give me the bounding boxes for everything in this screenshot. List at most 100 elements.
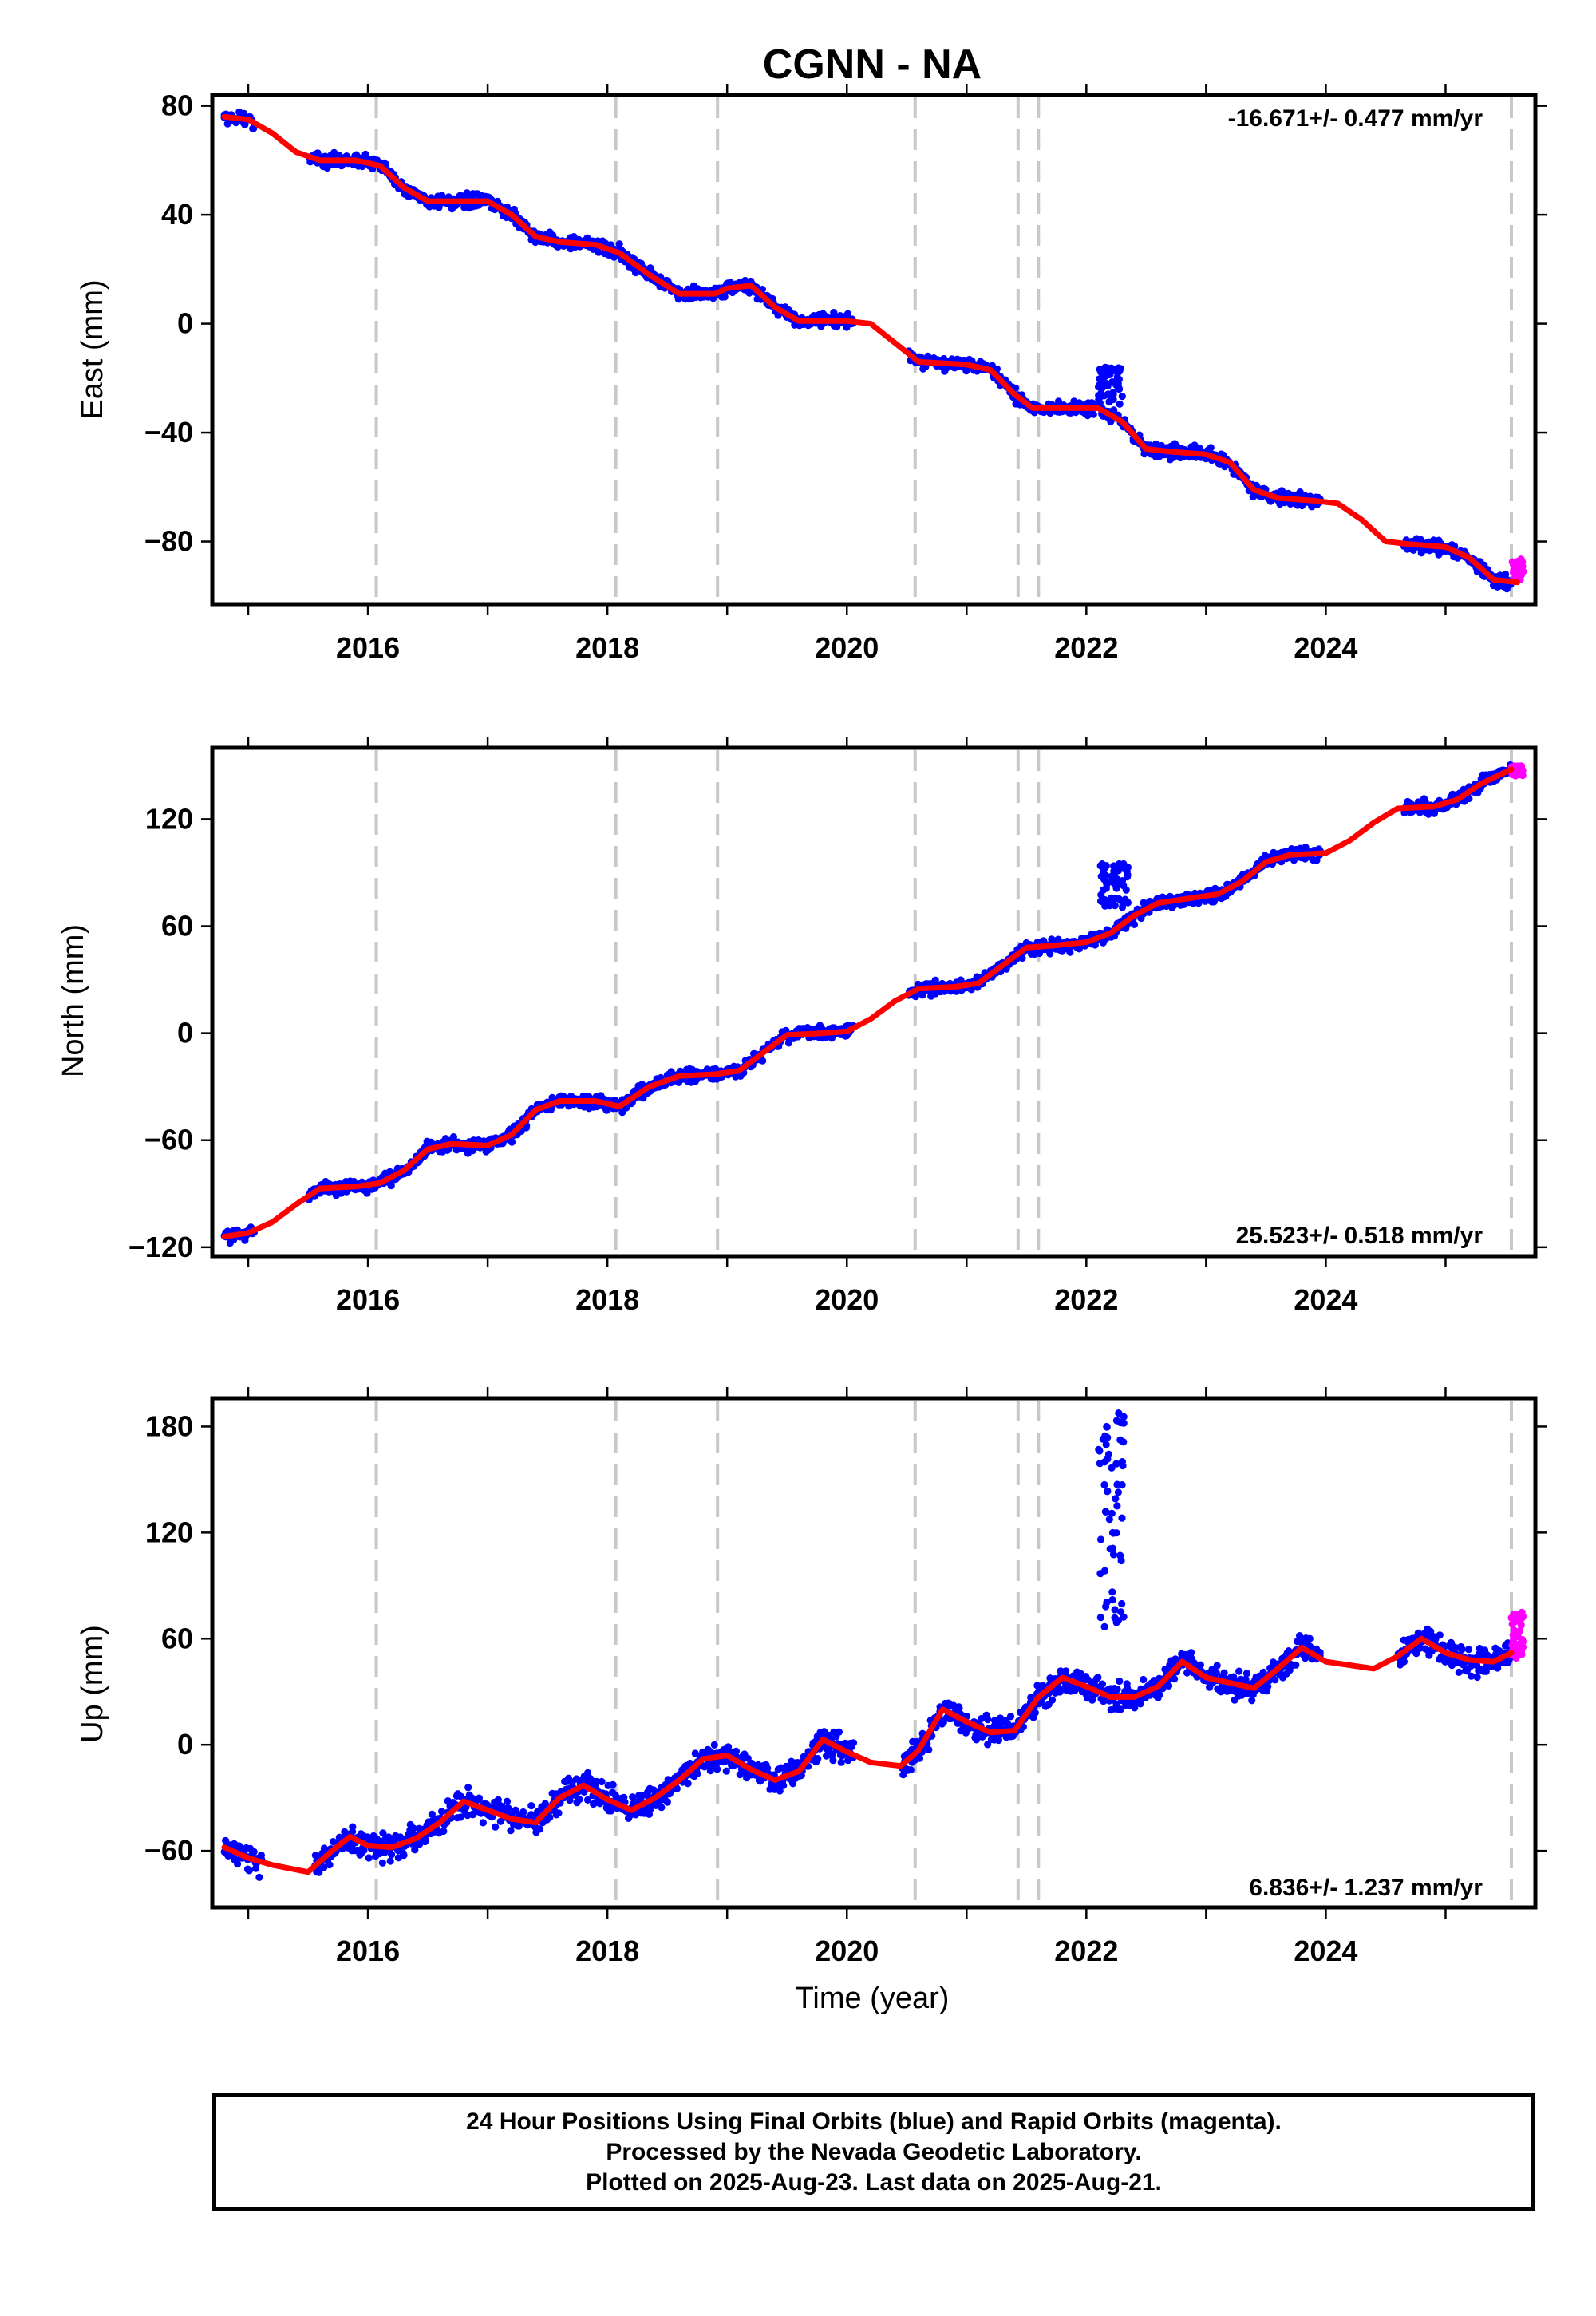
final-orbit-point — [388, 1851, 396, 1859]
final-orbit-point — [1400, 1658, 1408, 1666]
final-orbit-point — [609, 1780, 617, 1788]
rapid-orbit-point — [1508, 558, 1516, 566]
final-orbit-point — [1118, 1514, 1126, 1522]
final-orbit-point — [1096, 1614, 1104, 1622]
final-orbit-point — [722, 1767, 730, 1775]
final-orbit-point — [1259, 1668, 1267, 1676]
final-orbit-point — [814, 1755, 822, 1763]
final-orbit-point — [595, 248, 602, 256]
y-tick-label: −60 — [144, 1124, 193, 1156]
y-tick-label: 80 — [161, 89, 193, 122]
final-orbit-point — [1096, 375, 1104, 383]
final-orbit-point — [1123, 1680, 1131, 1688]
final-orbit-point — [1108, 872, 1116, 880]
final-orbit-point — [508, 1138, 516, 1146]
final-orbit-point — [326, 1861, 334, 1869]
final-orbit-point — [1120, 1419, 1128, 1427]
final-orbit-point — [440, 1827, 448, 1836]
final-orbit-point — [492, 1823, 500, 1831]
north-y-axis-label: North (mm) — [57, 924, 90, 1077]
final-orbit-point — [1124, 873, 1132, 881]
final-orbit-point — [684, 1780, 692, 1788]
final-orbit-point — [387, 1182, 395, 1190]
final-orbit-point — [1100, 1567, 1109, 1575]
final-orbit-point — [1100, 1458, 1108, 1466]
final-orbit-point — [449, 1133, 458, 1141]
final-orbit-point — [713, 1765, 721, 1773]
final-orbit-point — [1108, 1528, 1117, 1537]
final-orbit-point — [555, 1809, 563, 1817]
final-orbit-point — [1096, 1535, 1105, 1543]
final-orbit-point — [1097, 389, 1105, 397]
up-rate-label: 6.836+/- 1.237 mm/yr — [1249, 1875, 1483, 1901]
final-orbit-point — [234, 1860, 242, 1868]
final-orbit-point — [1213, 1662, 1221, 1670]
final-orbit-point — [1103, 1599, 1111, 1607]
final-orbit-point — [1113, 1502, 1121, 1510]
final-orbit-point — [1473, 1673, 1481, 1682]
final-orbit-point — [1098, 860, 1106, 868]
final-orbit-point — [663, 1798, 671, 1806]
final-orbit-point — [1106, 370, 1114, 378]
final-orbit-point — [1108, 1464, 1116, 1472]
final-orbit-point — [1031, 1709, 1039, 1717]
final-orbit-point — [1111, 894, 1119, 903]
rapid-orbit-point — [1513, 569, 1521, 578]
final-orbit-point — [835, 1728, 843, 1736]
final-orbit-point — [1117, 1556, 1125, 1565]
final-orbit-point — [249, 124, 258, 132]
final-orbit-point — [1099, 1435, 1107, 1443]
x-tick-label: 2018 — [575, 631, 639, 664]
final-orbit-point — [1136, 1700, 1144, 1708]
final-orbit-point — [519, 1808, 527, 1816]
final-orbit-point — [1120, 1413, 1128, 1421]
final-orbit-point — [1114, 1488, 1122, 1496]
x-tick-label: 2016 — [336, 631, 400, 664]
x-tick-label: 2024 — [1294, 631, 1357, 664]
final-orbit-point — [1130, 920, 1139, 928]
final-orbit-point — [535, 1825, 544, 1833]
final-orbit-point — [1264, 1682, 1272, 1690]
final-orbit-point — [1117, 1608, 1125, 1616]
x-tick-label: 2022 — [1054, 631, 1118, 664]
final-orbit-point — [399, 1849, 407, 1857]
final-orbit-point — [1464, 1646, 1472, 1654]
final-orbit-point — [1116, 1436, 1124, 1444]
y-tick-label: 0 — [177, 307, 193, 340]
final-orbit-point — [1235, 1667, 1243, 1675]
final-orbit-point — [598, 1777, 606, 1786]
up-panel: Up (mm) 6.836+/- 1.237 mm/yr Time (year)… — [76, 1387, 1547, 2015]
y-tick-label: 120 — [145, 802, 193, 835]
y-tick-label: −80 — [144, 525, 193, 558]
final-orbit-point — [1048, 1696, 1057, 1704]
final-orbit-point — [780, 1781, 788, 1789]
final-orbit-point — [1122, 886, 1130, 894]
final-orbit-point — [615, 240, 623, 248]
final-orbit-point — [1108, 378, 1116, 386]
final-orbit-point — [1108, 396, 1116, 404]
y-tick-label: −120 — [128, 1231, 193, 1263]
east-rate-label: -16.671+/- 0.477 mm/yr — [1228, 105, 1483, 132]
final-orbit-point — [1114, 379, 1122, 388]
final-orbit-point — [1108, 1588, 1116, 1596]
final-orbit-point — [1066, 948, 1074, 956]
final-orbit-point — [658, 1804, 666, 1812]
final-orbit-points — [220, 108, 1515, 593]
final-orbit-point — [386, 1857, 394, 1865]
final-orbit-point — [925, 1745, 933, 1753]
x-tick-label: 2020 — [815, 1283, 879, 1316]
final-orbit-point — [1116, 385, 1124, 393]
final-orbit-point — [1006, 1713, 1015, 1721]
final-orbit-point — [575, 1796, 583, 1804]
final-orbit-point — [1112, 884, 1120, 892]
x-tick-label: 2022 — [1054, 1283, 1118, 1316]
north-rate-label: 25.523+/- 0.518 mm/yr — [1236, 1223, 1483, 1249]
final-orbit-point — [1242, 1670, 1251, 1678]
final-orbit-point — [1096, 368, 1105, 376]
final-orbit-point — [438, 1808, 446, 1816]
final-orbit-point — [1409, 546, 1417, 555]
plot-frame — [210, 745, 1538, 1259]
final-orbit-point — [1120, 860, 1128, 868]
final-orbit-point — [1121, 895, 1129, 903]
y-tick-label: 0 — [177, 1017, 193, 1049]
